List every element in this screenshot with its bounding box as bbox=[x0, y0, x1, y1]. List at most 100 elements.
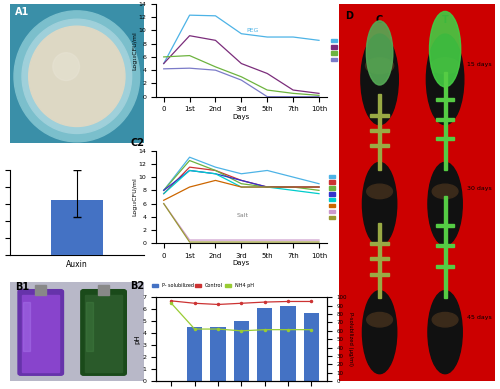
Bar bbox=[86, 301, 93, 351]
Bar bbox=[378, 223, 381, 298]
.05M bbox=[238, 178, 244, 183]
Text: C2: C2 bbox=[130, 138, 144, 148]
1M bbox=[316, 185, 322, 189]
Circle shape bbox=[426, 34, 464, 124]
NH4 pH bbox=[168, 301, 174, 306]
Bar bbox=[436, 224, 444, 227]
60% bbox=[160, 67, 166, 71]
0.25M bbox=[160, 188, 166, 193]
Control bbox=[316, 181, 322, 186]
NH4 pH bbox=[215, 327, 221, 331]
Bar bbox=[370, 144, 378, 147]
2.5M bbox=[264, 238, 270, 242]
0.1M bbox=[264, 185, 270, 189]
Y-axis label: Log₁₀CFU/ml: Log₁₀CFU/ml bbox=[132, 31, 137, 70]
30% bbox=[186, 33, 192, 38]
.05M bbox=[290, 185, 296, 189]
45% bbox=[290, 91, 296, 96]
Circle shape bbox=[14, 11, 140, 142]
Circle shape bbox=[53, 53, 80, 81]
Line: Control: Control bbox=[164, 157, 319, 190]
0.25M bbox=[212, 172, 218, 176]
Line: 0.1M: 0.1M bbox=[164, 161, 319, 190]
Bar bbox=[381, 114, 389, 117]
Control bbox=[160, 188, 166, 193]
Circle shape bbox=[430, 11, 460, 87]
Text: B1: B1 bbox=[16, 282, 30, 292]
Circle shape bbox=[362, 162, 396, 245]
Text: 30 days: 30 days bbox=[467, 186, 492, 191]
30% bbox=[212, 38, 218, 43]
30% bbox=[316, 91, 322, 96]
0% bbox=[290, 35, 296, 39]
Text: B2: B2 bbox=[130, 281, 144, 291]
Bar bbox=[36, 285, 46, 294]
60% bbox=[186, 66, 192, 70]
Bar bbox=[304, 313, 319, 381]
0.5M bbox=[160, 191, 166, 196]
Bar bbox=[22, 294, 60, 372]
0.25M bbox=[238, 178, 244, 183]
Control bbox=[238, 301, 244, 306]
30% bbox=[160, 61, 166, 66]
0.5M bbox=[316, 191, 322, 196]
5M bbox=[316, 240, 322, 244]
0.1M bbox=[186, 158, 192, 163]
0% bbox=[212, 14, 218, 18]
Bar bbox=[370, 258, 378, 261]
0% bbox=[160, 61, 166, 66]
Bar bbox=[444, 72, 446, 170]
30% bbox=[264, 71, 270, 76]
0.5M bbox=[264, 185, 270, 189]
0.1M bbox=[290, 185, 296, 189]
Bar bbox=[187, 327, 202, 381]
Text: 15 days: 15 days bbox=[468, 62, 492, 67]
FancyBboxPatch shape bbox=[81, 290, 126, 375]
Control bbox=[290, 175, 296, 179]
Bar bbox=[257, 308, 272, 381]
.05M bbox=[316, 185, 322, 189]
Bar bbox=[446, 244, 454, 247]
Line: 45%: 45% bbox=[164, 56, 319, 95]
2.5M bbox=[290, 238, 296, 242]
0.1M bbox=[160, 188, 166, 193]
0.5M bbox=[290, 188, 296, 193]
Bar bbox=[381, 144, 389, 147]
Bar bbox=[370, 114, 378, 117]
60% bbox=[316, 95, 322, 99]
0% bbox=[186, 13, 192, 18]
X-axis label: Days: Days bbox=[232, 114, 250, 120]
60% bbox=[290, 95, 296, 99]
Ellipse shape bbox=[431, 58, 459, 74]
Text: Salt: Salt bbox=[236, 213, 248, 218]
Y-axis label: Log₁₀CFU/ml: Log₁₀CFU/ml bbox=[132, 178, 137, 216]
Legend: P- solubilized, Control, NH4 pH: P- solubilized, Control, NH4 pH bbox=[150, 281, 256, 290]
Control bbox=[212, 165, 218, 170]
Bar bbox=[85, 294, 122, 372]
Line: 2.5M: 2.5M bbox=[164, 203, 319, 240]
2.5M bbox=[238, 238, 244, 242]
Y-axis label: P-solubilized (μg/ml): P-solubilized (μg/ml) bbox=[348, 312, 354, 366]
.05M bbox=[186, 165, 192, 170]
NH4 pH bbox=[285, 327, 291, 332]
Circle shape bbox=[28, 26, 125, 126]
Bar bbox=[436, 118, 444, 121]
Bar bbox=[280, 306, 295, 381]
Bar bbox=[446, 265, 454, 268]
Line: 5M: 5M bbox=[164, 203, 319, 242]
5M bbox=[160, 201, 166, 206]
1M bbox=[160, 198, 166, 203]
Line: 0.25M: 0.25M bbox=[164, 170, 319, 190]
2.5M bbox=[212, 238, 218, 242]
Control bbox=[285, 299, 291, 304]
Bar bbox=[436, 137, 444, 140]
NH4 pH bbox=[192, 327, 198, 331]
45% bbox=[160, 54, 166, 59]
Text: D: D bbox=[346, 11, 354, 21]
Text: C: C bbox=[376, 15, 383, 25]
.05M bbox=[212, 168, 218, 173]
45% bbox=[238, 74, 244, 79]
Y-axis label: pH: pH bbox=[135, 335, 141, 344]
.05M bbox=[264, 185, 270, 189]
Ellipse shape bbox=[432, 184, 458, 199]
